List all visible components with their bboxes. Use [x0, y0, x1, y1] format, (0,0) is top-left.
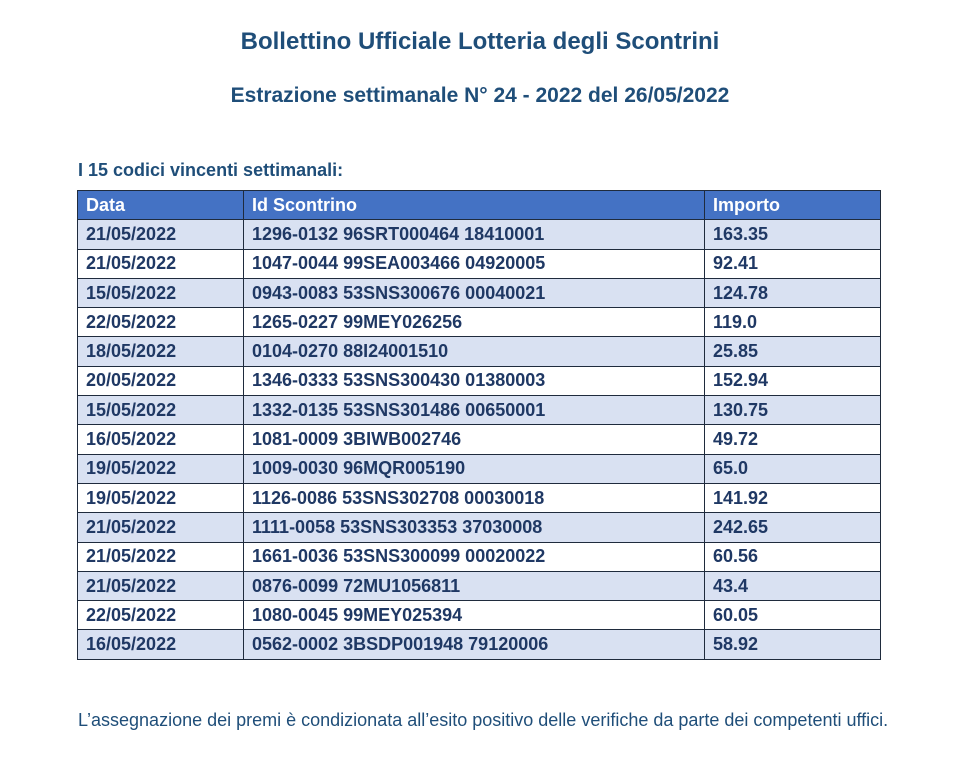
cell-importo: 60.56: [704, 541, 881, 572]
cell-id-scontrino: 1346-0333 53SNS300430 01380003: [243, 365, 705, 397]
cell-data: 21/05/2022: [77, 570, 244, 602]
table-row: 15/05/2022 1332-0135 53SNS301486 00650001…: [77, 395, 881, 426]
cell-data: 21/05/2022: [77, 219, 244, 250]
cell-data: 20/05/2022: [77, 365, 244, 397]
cell-id-scontrino: 1081-0009 3BIWB002746: [243, 424, 705, 455]
cell-id-scontrino: 0876-0099 72MU1056811: [243, 570, 705, 602]
page-subtitle: Estrazione settimanale N° 24 - 2022 del …: [230, 84, 730, 107]
cell-id-scontrino: 1111-0058 53SNS303353 37030008: [243, 512, 705, 543]
table-row: 21/05/2022 1661-0036 53SNS300099 00020022…: [77, 541, 881, 572]
cell-importo: 124.78: [704, 277, 881, 309]
cell-id-scontrino: 1265-0227 99MEY026256: [243, 307, 705, 338]
cell-data: 19/05/2022: [77, 453, 244, 484]
cell-data: 16/05/2022: [77, 424, 244, 455]
cell-importo: 92.41: [704, 248, 881, 279]
cell-data: 15/05/2022: [77, 395, 244, 426]
cell-importo: 60.05: [704, 600, 881, 631]
cell-id-scontrino: 1296-0132 96SRT000464 18410001: [243, 219, 705, 250]
table-row: 21/05/2022 1047-0044 99SEA003466 04920005…: [77, 248, 881, 279]
cell-importo: 163.35: [704, 219, 881, 250]
winning-codes-table: Data Id Scontrino Importo 21/05/2022 1296…: [77, 189, 881, 660]
cell-data: 18/05/2022: [77, 336, 244, 367]
cell-id-scontrino: 0943-0083 53SNS300676 00040021: [243, 277, 705, 309]
header-id-scontrino: Id Scontrino: [243, 189, 705, 221]
cell-id-scontrino: 0104-0270 88I24001510: [243, 336, 705, 367]
table-row: 21/05/2022 1111-0058 53SNS303353 37030008…: [77, 512, 881, 543]
table-row: 19/05/2022 1126-0086 53SNS302708 00030018…: [77, 482, 881, 514]
cell-data: 21/05/2022: [77, 541, 244, 572]
cell-id-scontrino: 1126-0086 53SNS302708 00030018: [243, 482, 705, 514]
table-row: 21/05/2022 1296-0132 96SRT000464 18410001…: [77, 219, 881, 250]
cell-id-scontrino: 1047-0044 99SEA003466 04920005: [243, 248, 705, 279]
cell-id-scontrino: 1661-0036 53SNS300099 00020022: [243, 541, 705, 572]
cell-importo: 242.65: [704, 512, 881, 543]
cell-importo: 141.92: [704, 482, 881, 514]
cell-data: 15/05/2022: [77, 277, 244, 309]
cell-data: 19/05/2022: [77, 482, 244, 514]
cell-data: 21/05/2022: [77, 248, 244, 279]
footer-note: L’assegnazione dei premi è condizionata …: [78, 710, 889, 730]
cell-id-scontrino: 1332-0135 53SNS301486 00650001: [243, 395, 705, 426]
cell-id-scontrino: 0562-0002 3BSDP001948 79120006: [243, 629, 705, 660]
table-row: 22/05/2022 1080-0045 99MEY025394 60.05: [77, 600, 881, 631]
cell-importo: 25.85: [704, 336, 881, 367]
table-row: 15/05/2022 0943-0083 53SNS300676 00040021…: [77, 277, 881, 309]
section-label: I 15 codici vincenti settimanali:: [78, 160, 344, 180]
table-header-row: Data Id Scontrino Importo: [77, 189, 881, 221]
table-row: 19/05/2022 1009-0030 96MQR005190 65.0: [77, 453, 881, 484]
table-row: 22/05/2022 1265-0227 99MEY026256 119.0: [77, 307, 881, 338]
cell-data: 16/05/2022: [77, 629, 244, 660]
page-title: Bollettino Ufficiale Lotteria degli Scon…: [240, 28, 720, 55]
cell-data: 21/05/2022: [77, 512, 244, 543]
table-row: 18/05/2022 0104-0270 88I24001510 25.85: [77, 336, 881, 367]
cell-id-scontrino: 1009-0030 96MQR005190: [243, 453, 705, 484]
header-importo: Importo: [704, 189, 881, 221]
cell-data: 22/05/2022: [77, 600, 244, 631]
table-row: 16/05/2022 1081-0009 3BIWB002746 49.72: [77, 424, 881, 455]
cell-importo: 43.4: [704, 570, 881, 602]
table-row: 21/05/2022 0876-0099 72MU1056811 43.4: [77, 570, 881, 602]
cell-data: 22/05/2022: [77, 307, 244, 338]
cell-importo: 49.72: [704, 424, 881, 455]
cell-importo: 130.75: [704, 395, 881, 426]
cell-importo: 119.0: [704, 307, 881, 338]
table-row: 16/05/2022 0562-0002 3BSDP001948 79120006…: [77, 629, 881, 660]
table-row: 20/05/2022 1346-0333 53SNS300430 01380003…: [77, 365, 881, 397]
cell-importo: 152.94: [704, 365, 881, 397]
header-data: Data: [77, 189, 244, 221]
cell-importo: 58.92: [704, 629, 881, 660]
cell-importo: 65.0: [704, 453, 881, 484]
cell-id-scontrino: 1080-0045 99MEY025394: [243, 600, 705, 631]
